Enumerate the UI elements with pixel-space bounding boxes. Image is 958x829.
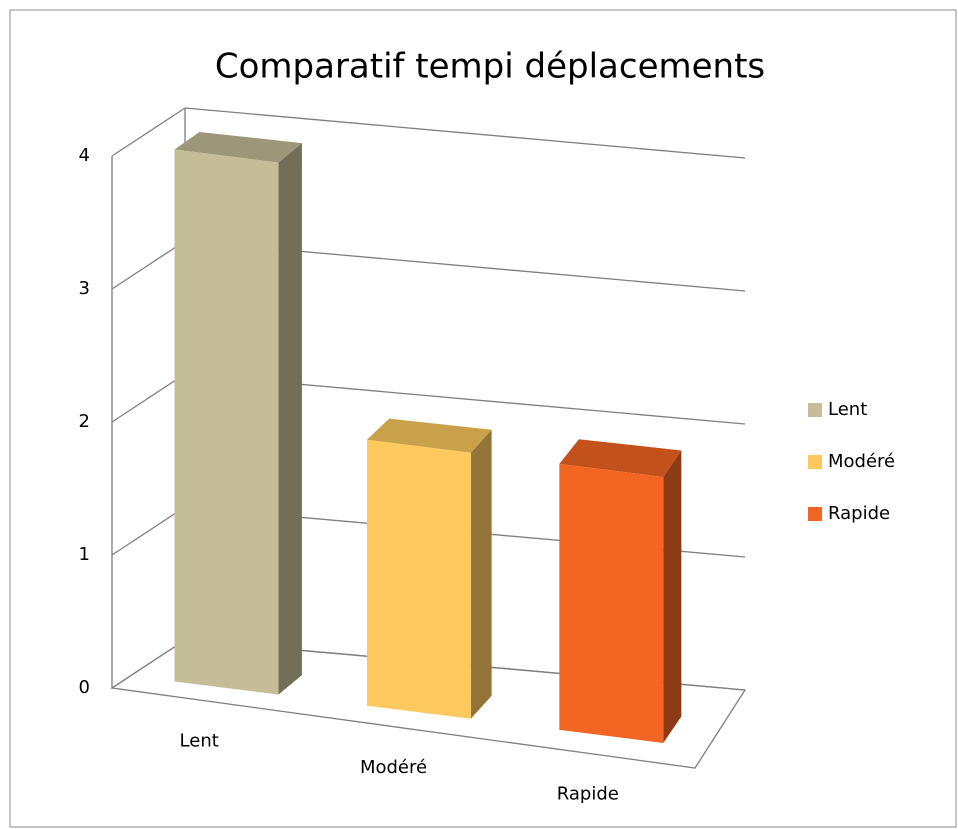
y-tick-label: 2 [79, 411, 90, 432]
grid-line [111, 240, 186, 290]
bar [559, 439, 682, 743]
chart-title: Comparatif tempi déplacements [215, 47, 765, 87]
bar-front [366, 439, 471, 719]
x-tick-label: Rapide [557, 784, 619, 805]
bar-side [278, 143, 302, 695]
legend-label: Modéré [828, 451, 895, 472]
y-tick-label: 4 [79, 145, 90, 166]
bar-top [174, 131, 302, 163]
bar-top [366, 418, 492, 453]
y-tick-label: 0 [79, 677, 90, 698]
x-tick-label: Modéré [360, 757, 427, 778]
legend-label: Rapide [828, 503, 890, 524]
grid-line [111, 373, 186, 423]
y-tick-label: 3 [79, 278, 90, 299]
bar-front [559, 463, 664, 743]
bar-side [663, 450, 682, 743]
grid-line [184, 107, 746, 159]
legend-swatch [808, 455, 822, 469]
legend-swatch [808, 507, 822, 521]
bar-front [174, 149, 279, 695]
x-tick-label: Lent [180, 730, 219, 751]
bar-side [470, 429, 492, 719]
grid-line [111, 506, 186, 556]
legend-label: Lent [828, 399, 867, 420]
bar-top [559, 439, 682, 477]
bar [174, 131, 302, 695]
legend-swatch [808, 403, 822, 417]
bar [366, 418, 492, 719]
y-tick-label: 1 [79, 544, 90, 565]
grid-line [111, 107, 186, 157]
grid-line [111, 639, 186, 689]
